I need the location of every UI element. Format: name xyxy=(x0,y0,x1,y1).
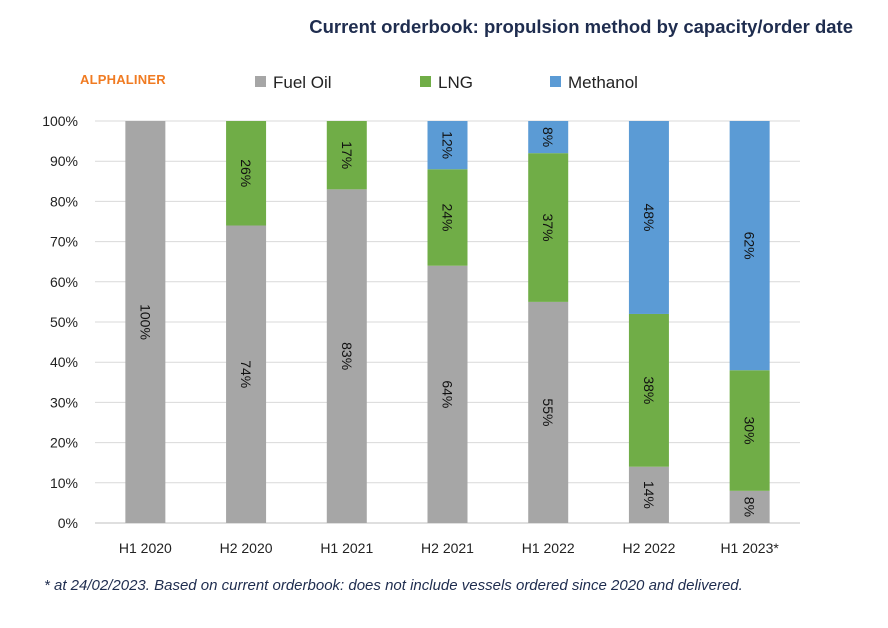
bar-segment-lng xyxy=(226,121,267,226)
bar-segment-fuel-oil xyxy=(326,189,367,523)
data-label: 8% xyxy=(540,127,556,147)
data-label: 55% xyxy=(540,398,556,426)
y-tick-label: 0% xyxy=(58,515,78,531)
bar-segment-methanol xyxy=(528,121,569,154)
legend-label: Methanol xyxy=(568,73,638,92)
y-tick-label: 10% xyxy=(50,475,78,491)
x-axis-ticks: H1 2020 H2 2020 H1 2021 H2 2021 H1 2022 H2 20… xyxy=(119,540,779,556)
y-tick-label: 20% xyxy=(50,435,78,451)
data-label: 8% xyxy=(742,497,758,517)
legend-swatch xyxy=(255,76,266,87)
x-tick-label: H1 2022 xyxy=(522,540,575,556)
bar-segment-methanol xyxy=(729,121,770,371)
x-tick-label: H2 2022 xyxy=(622,540,675,556)
bar-segment-fuel-oil xyxy=(125,121,166,523)
data-label: 100% xyxy=(137,304,153,340)
y-tick-label: 60% xyxy=(50,274,78,290)
y-axis-ticks: 0% 10% 20% 30% 40% 50% 60% 70% 80% 90% 100% xyxy=(42,113,78,531)
legend-swatch xyxy=(420,76,431,87)
data-label: 30% xyxy=(742,417,758,445)
data-label: 38% xyxy=(641,376,657,404)
bar-segment-methanol xyxy=(427,121,468,170)
x-tick-label: H2 2020 xyxy=(220,540,273,556)
data-label: 48% xyxy=(641,203,657,231)
data-label: 17% xyxy=(339,141,355,169)
chart-title: Current orderbook: propulsion method by … xyxy=(309,16,853,37)
y-tick-label: 40% xyxy=(50,354,78,370)
y-tick-label: 80% xyxy=(50,193,78,209)
bar-segment-methanol xyxy=(628,121,669,314)
brand-logo-text: ALPHALINER xyxy=(80,72,166,87)
data-label: 37% xyxy=(540,214,556,242)
footnote: * at 24/02/2023. Based on current orderb… xyxy=(44,577,743,594)
bar-segment-lng xyxy=(326,121,367,190)
y-tick-label: 100% xyxy=(42,113,78,129)
data-label: 74% xyxy=(238,360,254,388)
legend: Fuel Oil LNG Methanol xyxy=(255,73,638,92)
legend-label: LNG xyxy=(438,73,473,92)
data-label: 26% xyxy=(238,159,254,187)
bar-segment-fuel-oil xyxy=(226,225,267,523)
bar-segment-fuel-oil xyxy=(628,466,669,523)
bar-segment-lng xyxy=(628,313,669,467)
bar-segment-lng xyxy=(427,169,468,266)
bar-segment-fuel-oil xyxy=(427,265,468,523)
bar-segment-lng xyxy=(528,153,569,302)
bar-segment-fuel-oil xyxy=(729,490,770,523)
x-tick-label: H2 2021 xyxy=(421,540,474,556)
data-label: 24% xyxy=(440,203,456,231)
y-tick-label: 50% xyxy=(50,314,78,330)
x-tick-label: H1 2020 xyxy=(119,540,172,556)
y-tick-label: 70% xyxy=(50,234,78,250)
data-label: 62% xyxy=(742,232,758,260)
bar-segment-fuel-oil xyxy=(528,301,569,523)
y-tick-label: 30% xyxy=(50,394,78,410)
data-label: 14% xyxy=(641,481,657,509)
legend-label: Fuel Oil xyxy=(273,73,332,92)
data-label: 83% xyxy=(339,342,355,370)
bars: 100% 74% 26% 83% 17% 64% 24% 12% 55% 37% 8% 14% 38% 4… xyxy=(125,121,770,523)
data-label: 12% xyxy=(440,131,456,159)
x-tick-label: H1 2021 xyxy=(320,540,373,556)
legend-swatch xyxy=(550,76,561,87)
bar-segment-lng xyxy=(729,370,770,491)
x-tick-label: H1 2023* xyxy=(720,540,779,556)
data-label: 64% xyxy=(440,380,456,408)
y-tick-label: 90% xyxy=(50,153,78,169)
